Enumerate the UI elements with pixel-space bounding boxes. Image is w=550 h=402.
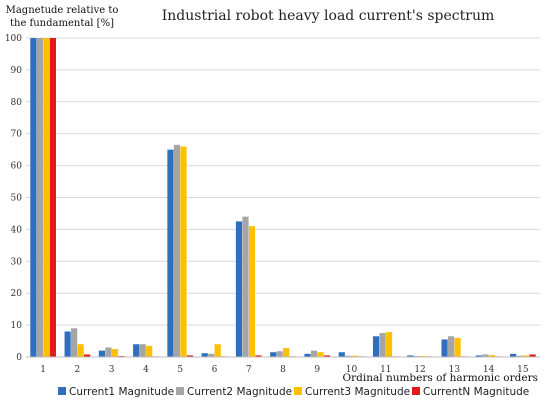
x-tick-label: 3 — [109, 365, 115, 375]
x-tick-label: 8 — [280, 365, 286, 375]
x-tick-label: 14 — [483, 365, 495, 375]
legend-swatch — [58, 387, 66, 395]
y-tick-label: 10 — [11, 321, 23, 331]
bar-1-14 — [475, 355, 482, 357]
legend-swatch — [294, 387, 302, 395]
bar-1-9 — [304, 353, 311, 357]
x-tick-label: 15 — [517, 365, 529, 375]
bar-1-8 — [270, 352, 277, 357]
chart-title: Industrial robot heavy load current's sp… — [162, 8, 495, 24]
bar-1-15 — [510, 353, 517, 357]
y-tick-label: 20 — [11, 289, 23, 299]
legend-label: Current1 Magnitude — [69, 386, 174, 398]
bar-2-3 — [105, 347, 112, 357]
bar-4-9 — [323, 355, 331, 357]
bar-2-15 — [516, 355, 523, 357]
bar-2-14 — [482, 354, 489, 357]
bar-4-7 — [255, 355, 262, 357]
bar-1-12 — [407, 355, 414, 357]
x-tick-label: 5 — [177, 365, 183, 375]
bar-3-4 — [146, 345, 153, 357]
bar-2-7 — [242, 216, 249, 357]
y-tick-label: 70 — [11, 130, 23, 140]
bar-2-11 — [379, 333, 386, 357]
bar-1-3 — [98, 350, 106, 357]
x-tick-label: 10 — [346, 365, 358, 375]
bar-3-13 — [454, 337, 461, 357]
x-tick-label: 9 — [314, 365, 320, 375]
y-tick-label: 60 — [11, 162, 23, 172]
bar-3-7 — [248, 226, 256, 357]
x-axis-label: Ordinal numbers of harmonic orders — [343, 372, 538, 384]
bar-1-13 — [441, 339, 448, 357]
x-tick-label: 13 — [449, 365, 461, 375]
bar-1-1 — [30, 38, 37, 357]
bar-1-7 — [235, 221, 243, 357]
x-tick-label: 7 — [246, 365, 252, 375]
bar-3-8 — [283, 348, 290, 357]
legend-label: CurrentN Magnitude — [423, 386, 529, 398]
bars — [30, 38, 536, 357]
gridlines — [26, 37, 540, 326]
y-axis-label-line1: Magnetude relative to — [6, 5, 119, 16]
legend-swatch — [412, 387, 420, 395]
bar-1-2 — [64, 331, 71, 357]
bar-1-10 — [338, 352, 345, 357]
bar-4-5 — [186, 355, 194, 357]
legend-label: Current3 Magnitude — [305, 386, 410, 398]
bar-1-6 — [201, 353, 208, 357]
bar-2-8 — [276, 351, 283, 357]
bar-3-9 — [317, 352, 324, 357]
y-tick-label: 40 — [11, 225, 23, 235]
bar-2-9 — [310, 350, 318, 357]
y-tick-label: 50 — [11, 194, 23, 204]
x-tick-label: 6 — [212, 365, 218, 375]
bar-1-5 — [167, 149, 174, 357]
bar-2-10 — [345, 355, 352, 357]
bar-3-1 — [43, 38, 50, 357]
bar-2-1 — [36, 38, 43, 357]
bar-2-5 — [173, 144, 181, 357]
bar-3-11 — [385, 332, 393, 357]
x-tick-label: 2 — [75, 365, 81, 375]
x-tick-label: 4 — [143, 365, 149, 375]
bar-2-2 — [71, 328, 78, 357]
bar-3-2 — [77, 344, 84, 357]
legend: Current1 Magnitude Current2 Magnitude Curr… — [58, 386, 529, 398]
y-tick-label: 0 — [16, 353, 22, 363]
bar-3-6 — [214, 344, 221, 357]
x-tick-label: 1 — [40, 365, 46, 375]
bar-3-14 — [488, 355, 495, 357]
bar-2-4 — [139, 344, 146, 357]
bar-3-3 — [111, 349, 119, 357]
y-tick-labels: 0 10 20 30 40 50 60 70 80 90 100 — [5, 34, 22, 363]
bar-4-1 — [49, 38, 56, 357]
bar-3-15 — [523, 355, 530, 357]
x-tick-labels: 1 2 3 4 5 6 7 8 9 10 11 12 13 14 15 — [40, 365, 529, 375]
bar-4-2 — [84, 354, 91, 357]
bar-3-5 — [180, 146, 187, 357]
bar-4-15 — [529, 354, 536, 357]
legend-label: Current2 Magnitude — [187, 386, 292, 398]
bar-3-10 — [351, 355, 358, 357]
y-tick-label: 90 — [11, 66, 23, 76]
legend-swatch — [176, 387, 184, 395]
y-tick-label: 100 — [5, 34, 22, 44]
x-tick-label: 11 — [380, 365, 391, 375]
y-axis-label-line2: the fundamental [%] — [10, 18, 114, 29]
bar-2-13 — [447, 336, 455, 357]
bar-2-6 — [208, 353, 215, 357]
x-tick-label: 12 — [414, 365, 425, 375]
y-tick-label: 30 — [11, 257, 23, 267]
bar-1-11 — [372, 336, 380, 357]
y-tick-label: 80 — [11, 98, 23, 108]
bar-1-4 — [133, 344, 140, 357]
